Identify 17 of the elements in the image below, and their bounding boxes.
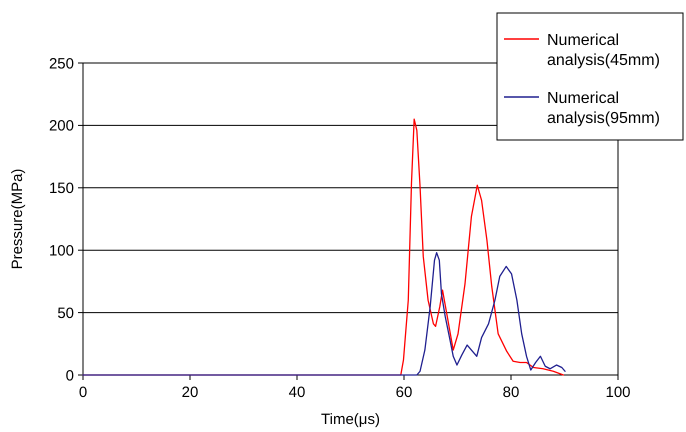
x-tick-label: 80 xyxy=(502,384,520,401)
y-tick-label: 200 xyxy=(48,118,74,135)
x-tick-label: 20 xyxy=(182,384,198,401)
x-tick-label: 60 xyxy=(396,384,412,401)
x-tick-label: 0 xyxy=(78,384,88,401)
x-axis-title: Time(μs) xyxy=(321,411,380,428)
y-tick-label: 150 xyxy=(48,180,74,198)
legend-label: Numerical analysis(95mm) xyxy=(547,90,660,127)
y-tick-label: 50 xyxy=(57,304,74,322)
x-tick-label: 40 xyxy=(288,384,306,401)
y-tick-label: 250 xyxy=(48,55,74,72)
x-tick-label: 100 xyxy=(605,384,631,401)
legend-label: Numerical analysis(45mm) xyxy=(547,32,660,69)
y-axis-title: Pressure(MPa) xyxy=(9,168,26,270)
line-series xyxy=(82,252,566,376)
y-tick-label: 0 xyxy=(66,367,74,384)
y-tick-label: 100 xyxy=(48,242,74,260)
